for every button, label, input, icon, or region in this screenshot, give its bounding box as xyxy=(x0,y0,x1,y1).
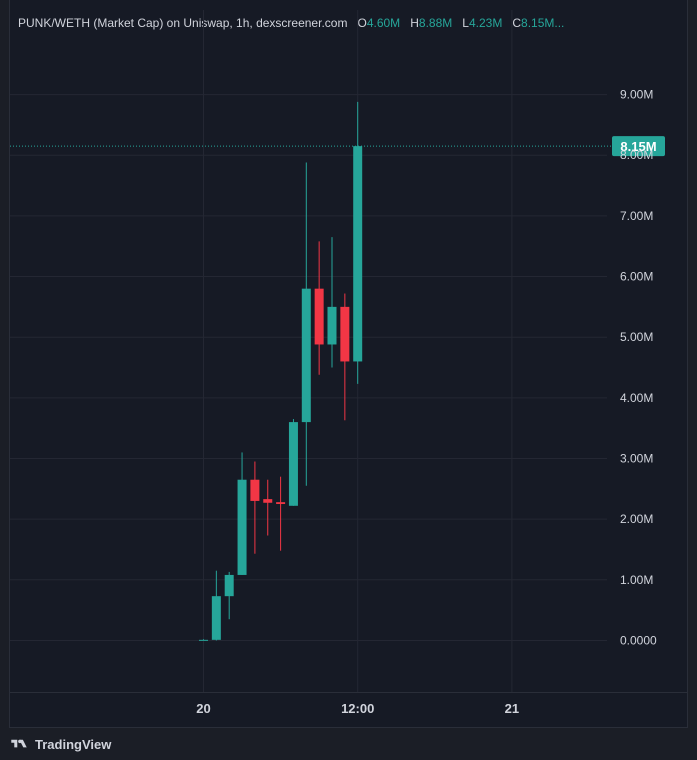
y-tick-label: 4.00M xyxy=(620,391,653,405)
tradingview-brand[interactable]: TradingView xyxy=(35,736,112,752)
legend-close-value: 8.15M... xyxy=(521,16,565,30)
candle-body xyxy=(288,422,298,506)
y-tick-label: 7.00M xyxy=(620,209,653,223)
legend-open-value: 4.60M xyxy=(366,16,401,30)
candle-body xyxy=(263,499,273,503)
legend-low-value: 4.23M xyxy=(468,16,503,30)
y-tick-label: 6.00M xyxy=(620,270,653,284)
candle-body xyxy=(327,306,337,345)
candle-body xyxy=(340,306,350,362)
y-tick-label: 9.00M xyxy=(620,88,653,102)
candle-body xyxy=(211,596,221,640)
tradingview-logo-icon[interactable] xyxy=(9,738,29,750)
legend-high-label: H xyxy=(410,16,419,30)
candle-body xyxy=(250,479,260,501)
last-price-line-group: 8.15M xyxy=(10,136,665,157)
candle-body xyxy=(237,479,247,575)
y-tick-label: 2.00M xyxy=(620,512,653,526)
candle-body xyxy=(276,502,286,504)
candlestick-chart[interactable]: 8.15M 0.0000 1.00M 2.00M 3.00M 4.00M 5.00M 6.0… xyxy=(0,0,697,728)
y-axis[interactable]: 0.0000 1.00M 2.00M 3.00M 4.00M 5.00M 6.00M 7.00… xyxy=(620,88,657,648)
last-price-tag xyxy=(612,136,665,157)
chart-legend: PUNK/WETH (Market Cap) on Uniswap, 1h, d… xyxy=(18,16,564,30)
legend-title: PUNK/WETH (Market Cap) on Uniswap, 1h, d… xyxy=(18,16,348,30)
legend-low-label: L xyxy=(462,16,469,30)
y-tick-label: 0.0000 xyxy=(620,633,657,647)
legend-high-value: 8.88M xyxy=(418,16,453,30)
y-tick-label: 3.00M xyxy=(620,451,653,465)
candle-body xyxy=(353,146,363,362)
footer: TradingView xyxy=(9,733,111,755)
candle-body xyxy=(301,288,311,423)
x-tick-label: 20 xyxy=(196,701,210,716)
x-axis[interactable]: 20 12:00 21 xyxy=(196,701,519,716)
legend-close-label: C xyxy=(512,16,522,30)
candle-body xyxy=(199,639,208,641)
candle-body xyxy=(224,574,234,597)
legend-open-label: O xyxy=(357,16,367,30)
x-tick-label: 12:00 xyxy=(341,701,374,716)
candle-body xyxy=(314,288,324,345)
last-price-label: 8.15M xyxy=(620,139,656,154)
chart-panel[interactable] xyxy=(9,0,688,728)
y-tick-label: 8.00M xyxy=(620,148,653,162)
x-tick-label: 21 xyxy=(505,701,519,716)
y-tick-label: 1.00M xyxy=(620,573,653,587)
y-tick-label: 5.00M xyxy=(620,330,653,344)
candles-group xyxy=(199,101,363,641)
